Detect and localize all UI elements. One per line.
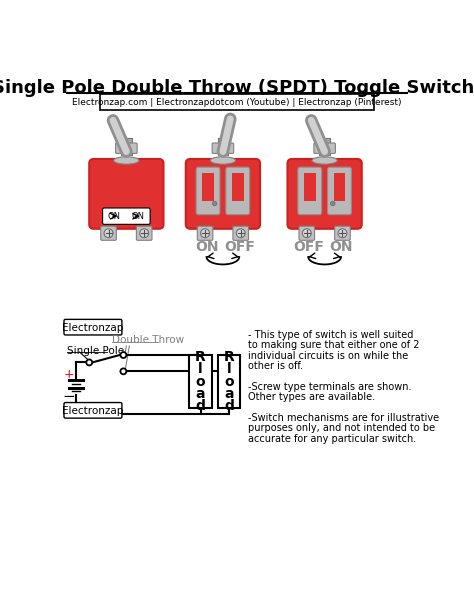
FancyBboxPatch shape — [298, 167, 322, 214]
Text: R
l
o
a
d: R l o a d — [223, 350, 234, 413]
Text: ON: ON — [329, 240, 353, 254]
FancyBboxPatch shape — [64, 402, 122, 418]
Text: Single Pole Double Throw (SPDT) Toggle Switch:: Single Pole Double Throw (SPDT) Toggle S… — [0, 79, 474, 97]
Text: other is off.: other is off. — [248, 361, 303, 371]
FancyBboxPatch shape — [100, 94, 374, 110]
FancyBboxPatch shape — [64, 319, 122, 335]
Text: -Screw type terminals are shown.: -Screw type terminals are shown. — [248, 382, 411, 392]
FancyBboxPatch shape — [101, 226, 116, 240]
FancyBboxPatch shape — [121, 138, 132, 154]
Text: OFF: OFF — [293, 240, 324, 254]
Circle shape — [330, 201, 335, 206]
Text: accurate for any particular switch.: accurate for any particular switch. — [248, 434, 416, 444]
Circle shape — [201, 229, 210, 238]
FancyBboxPatch shape — [102, 208, 150, 224]
FancyBboxPatch shape — [299, 226, 315, 240]
Circle shape — [212, 201, 217, 206]
Circle shape — [338, 229, 347, 238]
FancyBboxPatch shape — [335, 226, 350, 240]
Circle shape — [104, 229, 113, 238]
Circle shape — [120, 352, 127, 358]
FancyBboxPatch shape — [233, 226, 248, 240]
Text: ON: ON — [195, 240, 219, 254]
Text: ON: ON — [132, 211, 145, 221]
FancyBboxPatch shape — [314, 143, 336, 153]
FancyBboxPatch shape — [197, 226, 213, 240]
FancyBboxPatch shape — [137, 226, 152, 240]
FancyBboxPatch shape — [226, 167, 250, 214]
FancyBboxPatch shape — [232, 173, 244, 201]
Text: R
l
o
a
d: R l o a d — [195, 350, 206, 413]
Text: -Switch mechanisms are for illustrative: -Switch mechanisms are for illustrative — [248, 413, 439, 423]
FancyBboxPatch shape — [304, 173, 316, 201]
FancyBboxPatch shape — [212, 143, 234, 153]
FancyBboxPatch shape — [190, 355, 212, 409]
Text: −: − — [62, 389, 75, 404]
FancyBboxPatch shape — [328, 167, 351, 214]
Text: to making sure that either one of 2: to making sure that either one of 2 — [248, 340, 419, 350]
FancyBboxPatch shape — [196, 167, 220, 214]
FancyBboxPatch shape — [288, 159, 362, 229]
Ellipse shape — [210, 157, 236, 164]
Text: OFF: OFF — [224, 240, 255, 254]
FancyBboxPatch shape — [218, 138, 228, 154]
FancyBboxPatch shape — [334, 173, 346, 201]
FancyBboxPatch shape — [89, 159, 164, 229]
FancyBboxPatch shape — [186, 159, 260, 229]
Text: Electronzap.com | Electronzapdotcom (Youtube) | Electronzap (Pinterest): Electronzap.com | Electronzapdotcom (You… — [72, 98, 402, 107]
Text: Electronzap: Electronzap — [62, 323, 124, 333]
FancyBboxPatch shape — [202, 173, 214, 201]
Circle shape — [236, 229, 245, 238]
FancyBboxPatch shape — [319, 138, 330, 154]
Ellipse shape — [312, 157, 337, 164]
Text: +: + — [63, 368, 74, 381]
Circle shape — [86, 359, 92, 365]
Text: Double Throw: Double Throw — [111, 335, 183, 345]
FancyBboxPatch shape — [116, 143, 137, 153]
Circle shape — [120, 368, 127, 375]
FancyBboxPatch shape — [218, 355, 240, 409]
Circle shape — [140, 229, 149, 238]
Text: individual circuits is on while the: individual circuits is on while the — [248, 350, 409, 360]
Text: Other types are available.: Other types are available. — [248, 392, 375, 402]
Text: purposes only, and not intended to be: purposes only, and not intended to be — [248, 423, 435, 434]
Text: Single Pole: Single Pole — [67, 346, 124, 356]
Text: - This type of switch is well suited: - This type of switch is well suited — [248, 330, 413, 340]
Circle shape — [302, 229, 311, 238]
Text: ON: ON — [108, 211, 121, 221]
Text: Electronzap: Electronzap — [62, 406, 124, 416]
Ellipse shape — [114, 157, 139, 164]
